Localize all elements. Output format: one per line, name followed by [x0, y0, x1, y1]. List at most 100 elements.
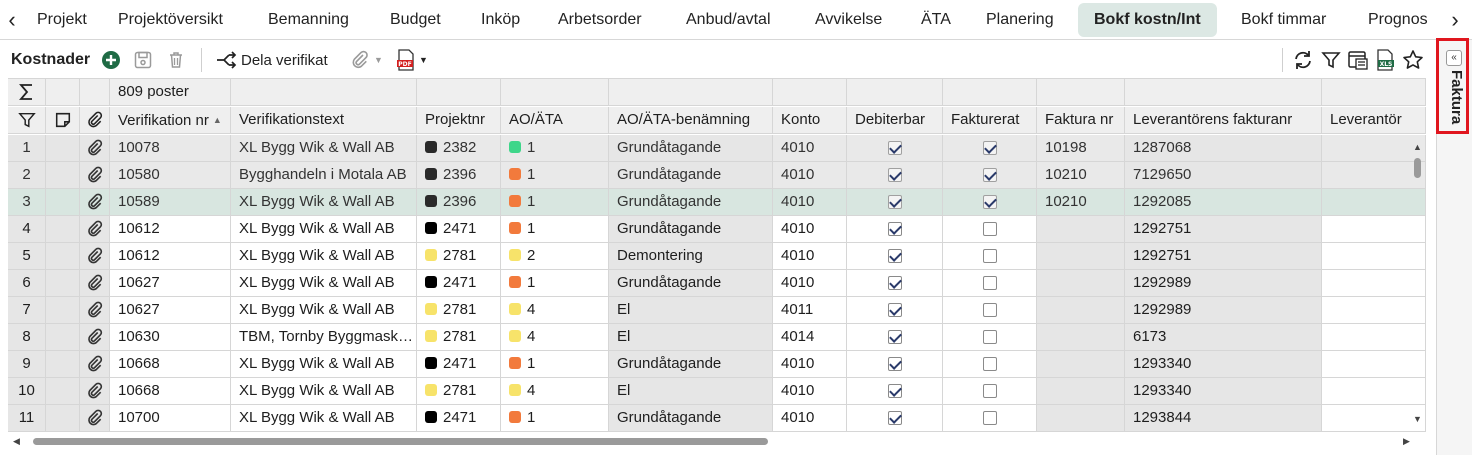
project-number[interactable]: 2781 — [417, 324, 501, 351]
invoiced-checkbox[interactable] — [982, 303, 997, 318]
supplier-invoice-number[interactable]: 1292751 — [1125, 243, 1322, 270]
column-header-5[interactable]: Projektnr — [417, 107, 501, 134]
billable-checkbox[interactable] — [887, 384, 902, 399]
supplier-invoice-number[interactable]: 1293844 — [1125, 405, 1322, 432]
save-button[interactable] — [133, 48, 153, 72]
attachment-cell[interactable] — [80, 324, 110, 351]
project-number[interactable]: 2471 — [417, 216, 501, 243]
billable-checkbox[interactable] — [887, 222, 902, 237]
voucher-text[interactable]: XL Bygg Wik & Wall AB — [231, 405, 417, 432]
note-cell[interactable] — [46, 378, 80, 405]
note-cell[interactable] — [46, 297, 80, 324]
supplier[interactable] — [1322, 135, 1426, 162]
column-header-12[interactable]: Leverantörens fakturanr — [1125, 107, 1322, 134]
expand-panel-icon[interactable]: « — [1446, 50, 1462, 66]
attachment-cell[interactable] — [80, 243, 110, 270]
voucher-text[interactable]: XL Bygg Wik & Wall AB — [231, 243, 417, 270]
ao-ata[interactable]: 1 — [501, 216, 609, 243]
account[interactable]: 4014 — [773, 324, 847, 351]
voucher-text[interactable]: XL Bygg Wik & Wall AB — [231, 297, 417, 324]
tab-12[interactable]: Bokf timmar — [1241, 11, 1327, 28]
column-header-6[interactable]: AO/ÄTA — [501, 107, 609, 134]
supplier-invoice-number[interactable]: 1287068 — [1125, 135, 1322, 162]
ao-ata[interactable]: 1 — [501, 189, 609, 216]
invoice-number[interactable]: 10210 — [1037, 162, 1125, 189]
invoice-number[interactable] — [1037, 324, 1125, 351]
project-number[interactable]: 2781 — [417, 243, 501, 270]
voucher-text[interactable]: XL Bygg Wik & Wall AB — [231, 135, 417, 162]
project-number[interactable]: 2781 — [417, 297, 501, 324]
supplier-invoice-number[interactable]: 1292989 — [1125, 297, 1322, 324]
project-number[interactable]: 2471 — [417, 270, 501, 297]
billable-checkbox[interactable] — [887, 168, 902, 183]
billable-checkbox[interactable] — [887, 276, 902, 291]
account[interactable]: 4010 — [773, 351, 847, 378]
account[interactable]: 4010 — [773, 135, 847, 162]
tab-6[interactable]: Arbetsorder — [558, 11, 642, 28]
column-header-0[interactable] — [8, 107, 46, 134]
account[interactable]: 4010 — [773, 216, 847, 243]
vertical-scroll-thumb[interactable] — [1414, 158, 1421, 178]
tab-13[interactable]: Prognos — [1368, 11, 1428, 28]
horizontal-scroll-thumb[interactable] — [33, 438, 768, 445]
attachment-menu-button[interactable]: ▼ — [350, 48, 383, 72]
voucher-number[interactable]: 10668 — [110, 378, 231, 405]
billable-checkbox[interactable] — [887, 195, 902, 210]
invoice-number[interactable]: 10210 — [1037, 189, 1125, 216]
project-number[interactable]: 2471 — [417, 405, 501, 432]
invoiced-checkbox[interactable] — [982, 195, 997, 210]
supplier[interactable] — [1322, 243, 1426, 270]
invoiced-checkbox[interactable] — [982, 168, 997, 183]
supplier[interactable] — [1322, 324, 1426, 351]
supplier-invoice-number[interactable]: 1293340 — [1125, 351, 1322, 378]
billable-checkbox[interactable] — [887, 249, 902, 264]
supplier[interactable] — [1322, 216, 1426, 243]
attachment-cell[interactable] — [80, 405, 110, 432]
supplier[interactable] — [1322, 378, 1426, 405]
attachment-cell[interactable] — [80, 135, 110, 162]
voucher-text[interactable]: XL Bygg Wik & Wall AB — [231, 270, 417, 297]
supplier[interactable] — [1322, 351, 1426, 378]
invoice-number[interactable] — [1037, 270, 1125, 297]
table-row[interactable]: 7 10627 XL Bygg Wik & Wall AB 2781 4 El 4011 12… — [8, 297, 1426, 324]
ao-ata-name[interactable]: Demontering — [609, 243, 773, 270]
ao-ata[interactable]: 4 — [501, 378, 609, 405]
invoiced-checkbox[interactable] — [982, 276, 997, 291]
voucher-number[interactable]: 10630 — [110, 324, 231, 351]
pdf-menu-button[interactable]: PDF ▼ — [396, 48, 428, 72]
column-header-2[interactable] — [80, 107, 110, 134]
supplier-invoice-number[interactable]: 1292751 — [1125, 216, 1322, 243]
attachment-cell[interactable] — [80, 162, 110, 189]
tab-9[interactable]: ÄTA — [921, 11, 951, 28]
column-header-8[interactable]: Konto — [773, 107, 847, 134]
ao-ata-name[interactable]: El — [609, 378, 773, 405]
account[interactable]: 4011 — [773, 297, 847, 324]
voucher-text[interactable]: XL Bygg Wik & Wall AB — [231, 189, 417, 216]
table-row[interactable]: 8 10630 TBM, Tornby Byggmaskiner AB 2781 4 El… — [8, 324, 1426, 351]
refresh-button[interactable] — [1292, 48, 1314, 72]
column-header-1[interactable] — [46, 107, 80, 134]
billable-checkbox[interactable] — [887, 357, 902, 372]
invoice-number[interactable] — [1037, 405, 1125, 432]
voucher-number[interactable]: 10078 — [110, 135, 231, 162]
voucher-text[interactable]: XL Bygg Wik & Wall AB — [231, 378, 417, 405]
supplier[interactable] — [1322, 405, 1426, 432]
voucher-number[interactable]: 10668 — [110, 351, 231, 378]
invoiced-checkbox[interactable] — [982, 384, 997, 399]
ao-ata[interactable]: 4 — [501, 297, 609, 324]
tab-5[interactable]: Inköp — [481, 11, 521, 28]
scroll-left-icon[interactable]: ◀ — [13, 436, 20, 446]
xls-export-button[interactable]: XLS — [1375, 48, 1395, 72]
supplier-invoice-number[interactable]: 7129650 — [1125, 162, 1322, 189]
tab-10[interactable]: Planering — [986, 11, 1054, 28]
tab-7[interactable]: Anbud/avtal — [686, 11, 771, 28]
account[interactable]: 4010 — [773, 189, 847, 216]
account[interactable]: 4010 — [773, 243, 847, 270]
account[interactable]: 4010 — [773, 405, 847, 432]
ao-ata-name[interactable]: Grundåtagande — [609, 405, 773, 432]
project-number[interactable]: 2396 — [417, 162, 501, 189]
ao-ata[interactable]: 1 — [501, 351, 609, 378]
table-row[interactable]: 9 10668 XL Bygg Wik & Wall AB 2471 1 Grundåta… — [8, 351, 1426, 378]
invoiced-checkbox[interactable] — [982, 357, 997, 372]
supplier-invoice-number[interactable]: 1292989 — [1125, 270, 1322, 297]
